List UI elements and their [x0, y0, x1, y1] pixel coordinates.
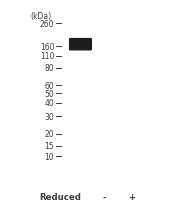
Text: 15: 15 — [45, 142, 54, 150]
Text: +: + — [128, 192, 135, 200]
Text: 30: 30 — [44, 112, 54, 121]
Text: 50: 50 — [44, 89, 54, 98]
Text: (kDa): (kDa) — [31, 12, 52, 21]
FancyBboxPatch shape — [70, 39, 91, 51]
Text: 10: 10 — [45, 152, 54, 161]
Text: Reduced: Reduced — [40, 192, 82, 200]
Text: -: - — [103, 192, 106, 200]
Text: 60: 60 — [44, 81, 54, 90]
Text: 160: 160 — [40, 43, 54, 52]
Text: 40: 40 — [44, 99, 54, 107]
Text: 110: 110 — [40, 52, 54, 61]
Text: 20: 20 — [45, 130, 54, 138]
Text: 260: 260 — [40, 19, 54, 28]
Text: 80: 80 — [45, 64, 54, 73]
